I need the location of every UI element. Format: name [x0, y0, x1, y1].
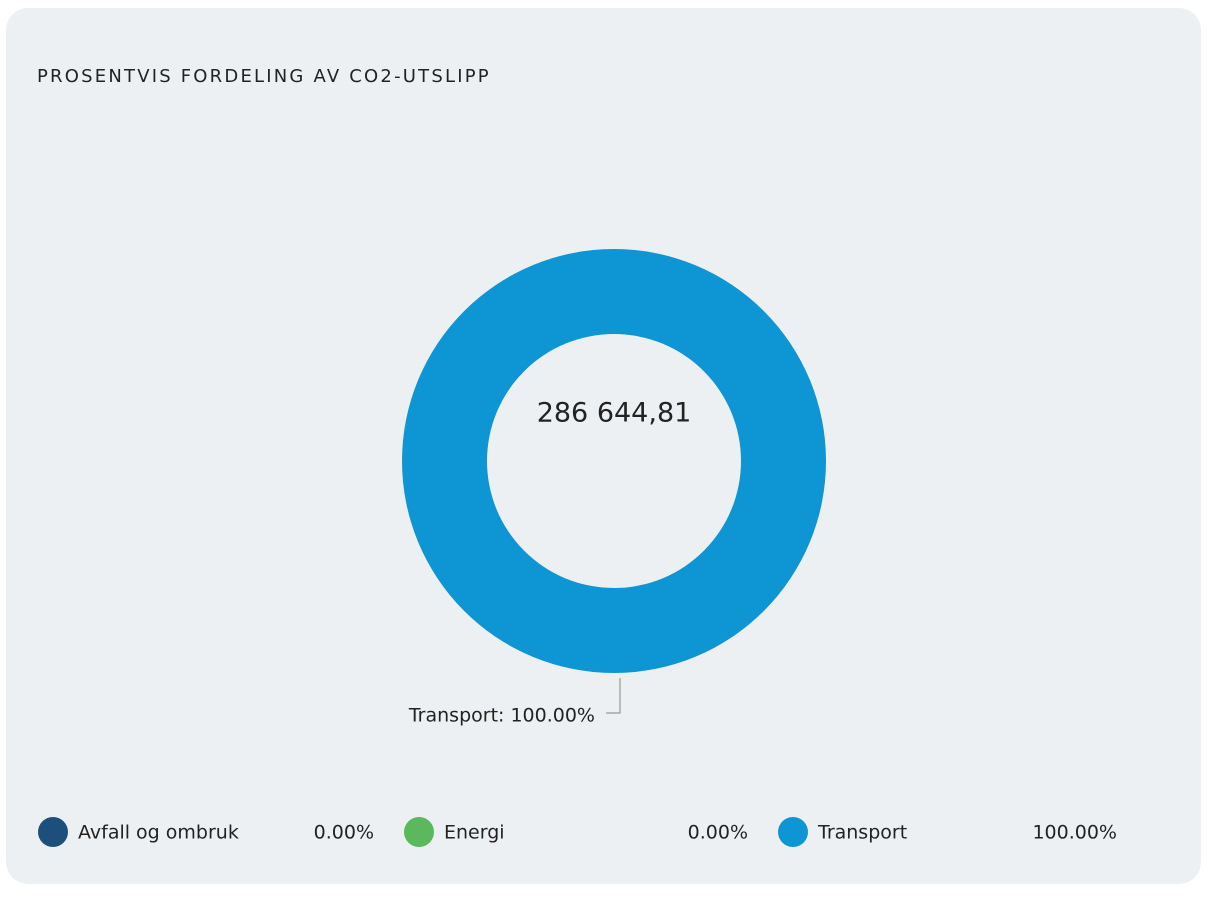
chart-title: PROSENTVIS FORDELING AV CO2-UTSLIPP — [37, 66, 491, 87]
legend-marker — [404, 817, 434, 847]
donut-slice — [402, 249, 826, 673]
legend-value: 100.00% — [1032, 822, 1117, 844]
data-label: Transport: 100.00% — [408, 705, 595, 727]
center-label: 286 644,81 — [537, 398, 692, 429]
legend-marker — [38, 817, 68, 847]
legend-label: Energi — [444, 822, 505, 844]
legend-marker — [778, 817, 808, 847]
legend-value: 0.00% — [688, 822, 748, 844]
leader-line — [606, 678, 621, 714]
legend-label: Transport — [817, 822, 907, 844]
legend-label: Avfall og ombruk — [78, 822, 239, 844]
legend-value: 0.00% — [314, 822, 374, 844]
card — [6, 8, 1201, 884]
